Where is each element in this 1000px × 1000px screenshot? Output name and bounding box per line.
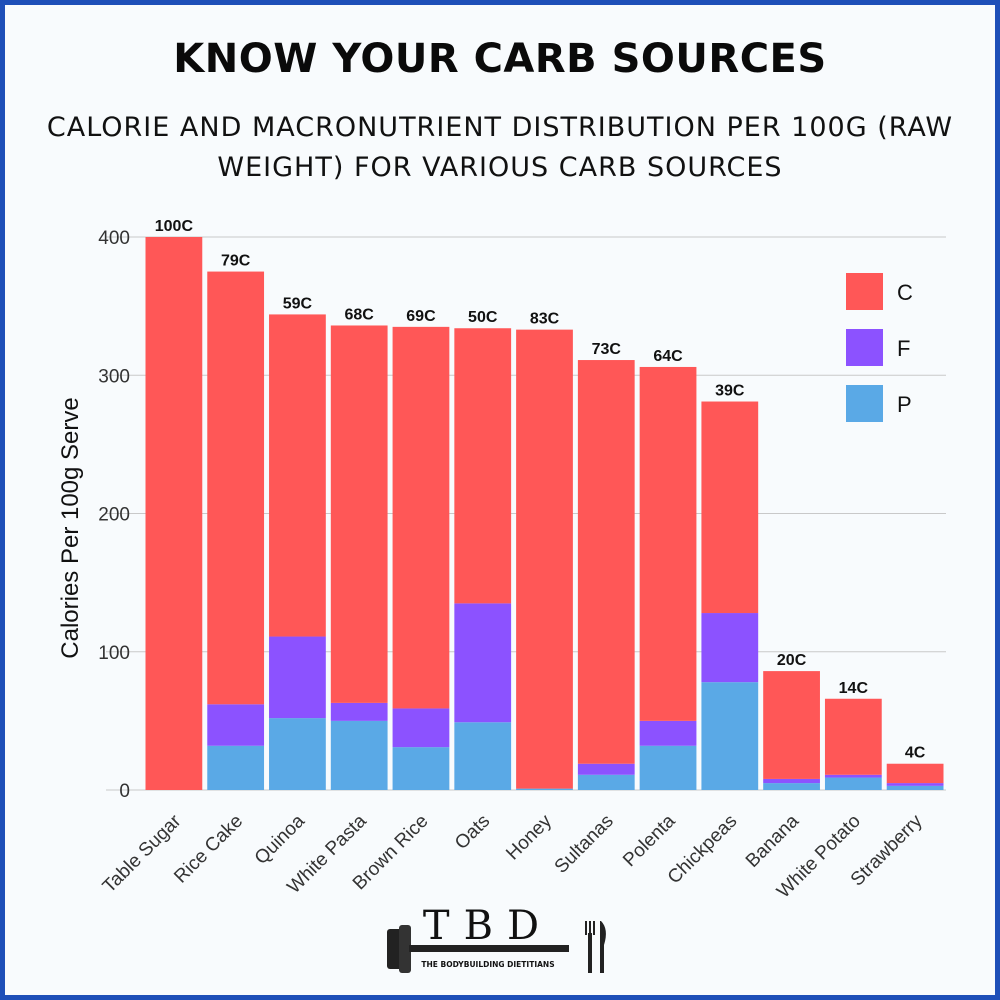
bar-segment-f [207,704,265,746]
bar-segment-f [886,783,944,786]
bar-segment-c [824,698,882,775]
bar-segment-p [639,745,697,790]
logo-letters: TBD [423,905,553,949]
bar-label: 69C [406,308,436,325]
chart-title: KNOW YOUR CARB SOURCES [173,36,827,82]
bar-segment-c [145,237,203,790]
fork-knife-icon [585,921,606,973]
x-tick-label: Polenta [619,810,680,871]
bar-segment-p [701,682,759,790]
x-tick-label: Quinoa [251,810,309,868]
bar-segment-f [269,636,326,719]
bar-segment-c [392,326,450,709]
bar-segment-c [577,360,635,764]
y-tick-label: 100 [98,643,130,664]
bar-segment-p [269,718,326,790]
legend-swatch-c [846,273,883,310]
bar-segment-p [207,745,265,790]
tbd-logo: TBD THE BODYBUILDING DIETITIANS [387,905,606,973]
bar-segment-p [516,788,573,790]
legend-swatch-f [846,329,883,366]
barbell-icon [387,925,569,973]
bar-segment-f [392,708,450,748]
bar-label: 68C [345,306,375,323]
x-tick-label: Oats [451,811,494,854]
bar-segment-f [330,702,388,721]
legend-label: C [897,280,913,305]
legend-swatch-p [846,385,883,422]
x-tick-label: Banana [742,810,803,871]
bar-segment-c [701,401,759,614]
bar-segment-f [639,720,697,746]
x-tick-label: Honey [502,810,556,864]
bar-label: 64C [653,348,683,365]
bar-segment-c [330,325,388,703]
bar-segment-c [516,329,573,789]
x-tick-label: Table Sugar [99,810,186,897]
bar-segment-f [454,603,512,723]
bar-segment-c [269,314,326,637]
bar-segment-f [763,778,820,784]
y-axis-label: Calories Per 100g Serve [57,397,84,658]
chart-subtitle: CALORIE AND MACRONUTRIENT DISTRIBUTION P… [46,112,954,183]
legend: C F P [846,273,913,422]
y-tick-label: 300 [98,366,130,387]
bar-label: 20C [777,652,807,669]
legend-label: P [897,392,912,417]
legend-label: F [897,336,910,361]
bar-label: 83C [530,311,560,328]
bar-segment-p [886,785,944,790]
bar-segment-c [454,328,512,604]
bar-segment-c [886,763,944,784]
bar-label: 79C [221,253,251,270]
bars [145,237,944,790]
bar-segment-p [763,783,820,790]
bar-segment-p [330,720,388,790]
y-tick-labels: 0 100 200 300 400 [98,228,130,802]
bar-segment-p [454,722,512,790]
bar-label: 50C [468,309,498,326]
bar-segment-p [824,777,882,790]
bar-segment-p [392,747,450,790]
bar-labels: 100C 79C 59C 68C 69C 50C 83C 73C 64C 39C 20C 14C 4C [155,218,926,762]
y-tick-label: 400 [98,228,130,249]
bar-label: 39C [715,383,745,400]
bar-segment-p [577,774,635,790]
bar-label: 14C [839,680,869,697]
bar-label: 73C [592,341,622,358]
bar-segment-f [577,763,635,775]
logo-tagline: THE BODYBUILDING DIETITIANS [421,960,554,969]
bar-label: 59C [283,295,313,312]
bar-segment-c [207,271,265,705]
bar-segment-c [639,366,697,721]
bar-label: 4C [905,745,926,762]
bar-segment-f [701,613,759,683]
bar-segment-c [763,671,820,779]
x-tick-label: Sultanas [551,811,618,878]
bar-segment-f [824,774,882,778]
y-tick-label: 200 [98,505,130,526]
bar-label: 100C [155,218,194,235]
y-tick-label: 0 [119,781,130,802]
